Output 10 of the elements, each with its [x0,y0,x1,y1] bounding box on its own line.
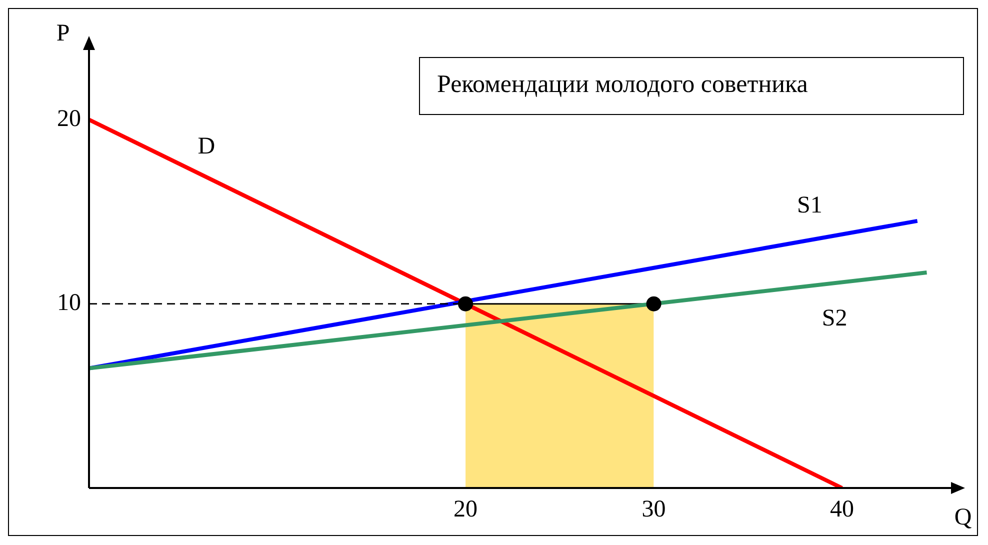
text: Рекомендации молодого советника [437,71,808,99]
y-tick-label: 10 [57,290,81,316]
x-tick-label: 20 [454,496,478,523]
y-axis-title: P [56,20,70,46]
x-axis-title: Q [954,504,972,530]
x-tick-label: 30 [642,496,666,523]
series-label: S1 [796,192,822,218]
series-label: S2 [822,305,848,332]
x-tick-label: 40 [830,496,854,523]
series-label: D [198,134,216,160]
